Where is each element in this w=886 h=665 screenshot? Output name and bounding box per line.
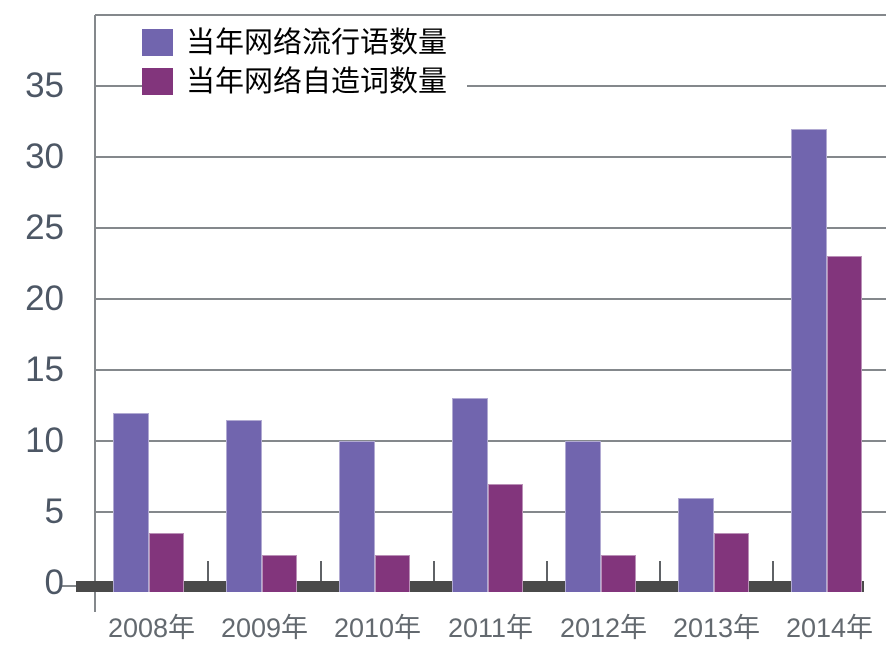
y-axis-label: 35 bbox=[25, 66, 64, 105]
x-axis-tick bbox=[433, 561, 435, 581]
legend: 当年网络流行语数量 当年网络自造词数量 bbox=[142, 25, 468, 101]
bar-buzzwords bbox=[791, 128, 827, 592]
x-axis-label: 2013年 bbox=[672, 613, 761, 643]
bar-coined-words bbox=[827, 256, 862, 592]
x-axis-label: 2009年 bbox=[220, 613, 309, 643]
y-axis-label: 30 bbox=[25, 137, 64, 176]
gridline-15 bbox=[95, 369, 886, 371]
x-axis-label: 2014年 bbox=[785, 613, 874, 643]
y-axis-label: 10 bbox=[25, 421, 64, 460]
bar-buzzwords bbox=[678, 497, 714, 592]
bar-coined-words bbox=[601, 554, 636, 592]
x-axis-tick bbox=[207, 561, 209, 581]
gridline-25 bbox=[95, 227, 886, 229]
bar-coined-words bbox=[262, 554, 297, 592]
gridline-10 bbox=[95, 440, 886, 442]
bar-buzzwords bbox=[113, 412, 149, 592]
y-axis-label: 20 bbox=[25, 279, 64, 318]
bar-coined-words bbox=[488, 483, 523, 592]
bar-buzzwords bbox=[226, 419, 262, 592]
y-axis-label: 25 bbox=[25, 208, 64, 247]
bar-buzzwords bbox=[565, 441, 601, 592]
y-axis-label: 15 bbox=[25, 350, 64, 389]
legend-row-buzzwords: 当年网络流行语数量 bbox=[142, 27, 447, 58]
legend-swatch-buzzwords-icon bbox=[142, 29, 173, 56]
legend-row-coined-words: 当年网络自造词数量 bbox=[142, 66, 447, 97]
gridline-35 bbox=[95, 85, 886, 87]
legend-label-coined-words: 当年网络自造词数量 bbox=[186, 64, 448, 98]
bar-buzzwords bbox=[339, 441, 375, 592]
x-axis-labels: 2008年 2009年 2010年 2011年 2012年 2013年 2014年 bbox=[95, 606, 886, 645]
x-axis-tick bbox=[546, 561, 548, 581]
x-axis-tick bbox=[659, 561, 661, 581]
x-axis-label: 2012年 bbox=[559, 613, 648, 643]
bar-buzzwords bbox=[452, 398, 488, 592]
y-axis-line bbox=[94, 15, 96, 612]
legend-label-buzzwords: 当年网络流行语数量 bbox=[186, 25, 448, 59]
y-axis-label: 0 bbox=[44, 563, 64, 602]
y-axis-label: 5 bbox=[44, 492, 64, 531]
x-axis-tick bbox=[320, 561, 322, 581]
x-axis-label: 2010年 bbox=[333, 613, 422, 643]
bar-coined-words bbox=[149, 533, 184, 592]
gridline-30 bbox=[95, 156, 886, 158]
x-axis-tick bbox=[772, 561, 774, 581]
bar-coined-words bbox=[375, 554, 410, 592]
bar-coined-words bbox=[714, 533, 749, 592]
y-axis-zero-tick bbox=[62, 585, 78, 587]
gridline-40 bbox=[95, 14, 886, 16]
x-axis-label: 2008年 bbox=[107, 613, 196, 643]
legend-swatch-coined-words-icon bbox=[142, 68, 173, 95]
gridline-20 bbox=[95, 298, 886, 300]
x-axis-label: 2011年 bbox=[447, 613, 534, 643]
